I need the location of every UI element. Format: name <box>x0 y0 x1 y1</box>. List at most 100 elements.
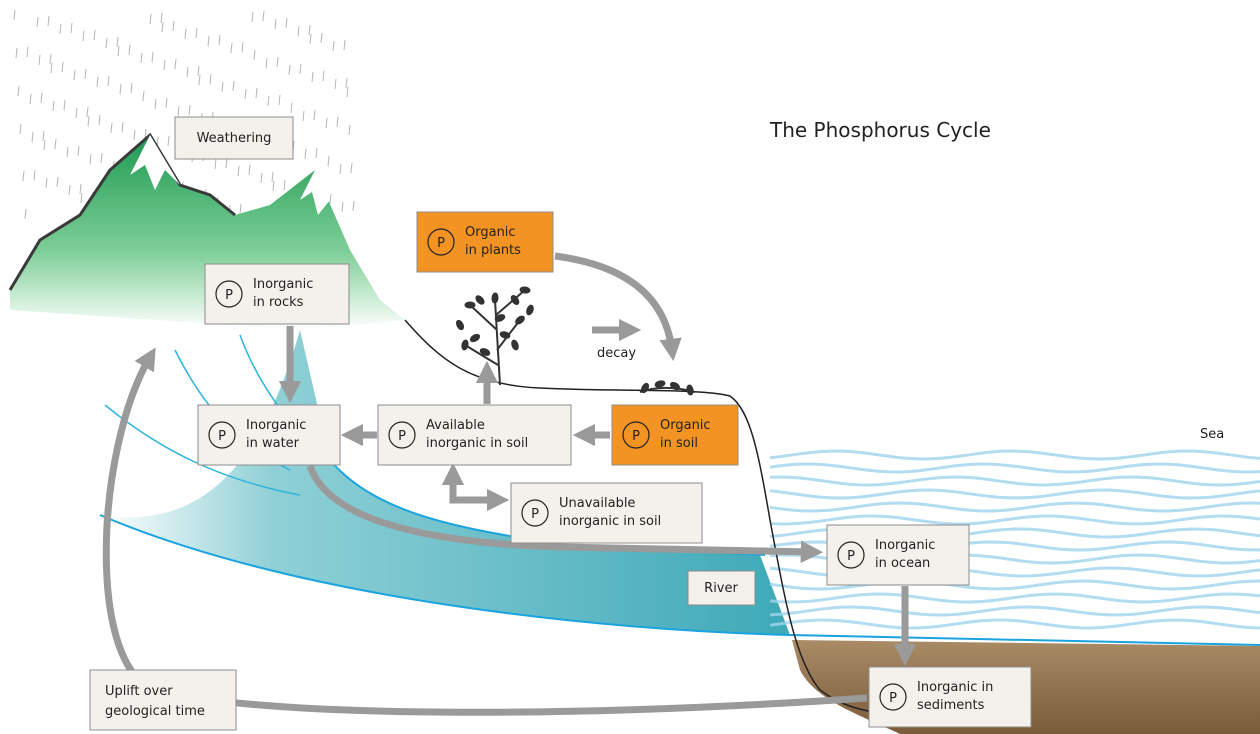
raindrop <box>275 19 276 29</box>
raindrop <box>164 60 165 70</box>
raindrop <box>88 116 89 126</box>
raindrop <box>314 110 315 120</box>
node: P Inorganic in sediments <box>869 667 1031 727</box>
raindrop <box>266 58 267 68</box>
raindrop <box>233 81 234 91</box>
raindrop <box>64 100 65 110</box>
leaf <box>455 319 465 331</box>
raindrop <box>99 115 100 125</box>
node-label: Organic <box>465 225 516 240</box>
node-label: Unavailable <box>559 496 635 511</box>
weathering-label: Weathering <box>197 131 272 146</box>
raindrop <box>346 78 347 88</box>
raindrop <box>141 53 142 63</box>
raindrop <box>101 153 102 163</box>
raindrop <box>215 159 216 169</box>
wave <box>770 607 1260 615</box>
raindrop <box>161 13 162 23</box>
raindrop <box>78 146 79 156</box>
raindrop <box>27 47 28 57</box>
node: PInorganicin water <box>198 405 340 465</box>
raindrop <box>44 140 45 150</box>
node-label: in rocks <box>253 295 304 310</box>
p-symbol: P <box>889 691 897 706</box>
raindrop <box>48 16 49 26</box>
leaf <box>492 293 499 303</box>
raindrop <box>85 69 86 79</box>
leaf <box>525 304 534 315</box>
raindrop <box>97 77 98 87</box>
raindrop <box>335 79 336 89</box>
sea-label: Sea <box>1200 427 1224 442</box>
raindrop <box>291 103 292 113</box>
raindrop <box>326 118 327 128</box>
raindrop <box>129 45 130 55</box>
plant <box>455 286 695 395</box>
node-label: in soil <box>660 436 698 451</box>
raindrop <box>50 54 51 64</box>
raindrop <box>273 181 274 191</box>
raindrop <box>62 62 63 72</box>
raindrop <box>18 86 19 96</box>
raindrop <box>289 65 290 75</box>
node-label: Inorganic in <box>917 680 993 695</box>
raindrop <box>309 25 310 35</box>
leaf <box>499 331 510 340</box>
raindrop <box>34 170 35 180</box>
arrow <box>555 256 672 350</box>
label-box <box>90 670 236 730</box>
raindrop <box>298 26 299 36</box>
node-label: Available <box>426 418 485 433</box>
raindrop <box>261 173 262 183</box>
node-label: inorganic in soil <box>559 514 661 529</box>
raindrop <box>111 123 112 133</box>
raindrop <box>74 70 75 80</box>
node-box <box>378 405 571 465</box>
node-label: inorganic in soil <box>426 436 528 451</box>
raindrop <box>69 185 70 195</box>
raindrop <box>268 96 269 106</box>
raindrop <box>330 194 331 204</box>
raindrop <box>134 130 135 140</box>
node: PUnavailableinorganic in soil <box>511 483 702 543</box>
node-label: sediments <box>917 698 985 713</box>
raindrop <box>41 93 42 103</box>
leaf <box>461 339 469 350</box>
wave <box>770 451 1260 459</box>
raindrop <box>67 147 68 157</box>
node-label: in plants <box>465 243 521 258</box>
raindrop <box>51 63 52 73</box>
raindrop <box>178 106 179 116</box>
leaf <box>474 294 485 305</box>
node-label: Inorganic <box>246 418 306 433</box>
raindrop <box>131 83 132 93</box>
wave <box>770 620 1260 628</box>
raindrop <box>37 17 38 27</box>
raindrop <box>43 131 44 141</box>
diagram: Weathering River Sea decay Uplift over g… <box>0 0 1260 734</box>
raindrop <box>30 94 31 104</box>
wave <box>770 477 1260 485</box>
raindrop <box>80 184 81 194</box>
raindrop <box>185 29 186 39</box>
raindrop <box>208 36 209 46</box>
raindrop <box>25 209 26 219</box>
raindrop <box>333 41 334 51</box>
raindrop <box>162 22 163 32</box>
wave <box>770 503 1260 511</box>
raindrop <box>143 91 144 101</box>
raindrop <box>242 42 243 52</box>
p-symbol: P <box>218 429 226 444</box>
raindrop <box>286 18 287 28</box>
raindrop <box>87 107 88 117</box>
p-symbol: P <box>225 288 233 303</box>
raindrop <box>219 35 220 45</box>
raindrop <box>173 21 174 31</box>
leaf <box>469 333 481 343</box>
leaf <box>465 302 475 308</box>
river-label: River <box>704 581 738 596</box>
raindrop <box>349 125 350 135</box>
raindrop <box>196 28 197 38</box>
raindrop <box>189 105 190 115</box>
wave <box>770 464 1260 472</box>
